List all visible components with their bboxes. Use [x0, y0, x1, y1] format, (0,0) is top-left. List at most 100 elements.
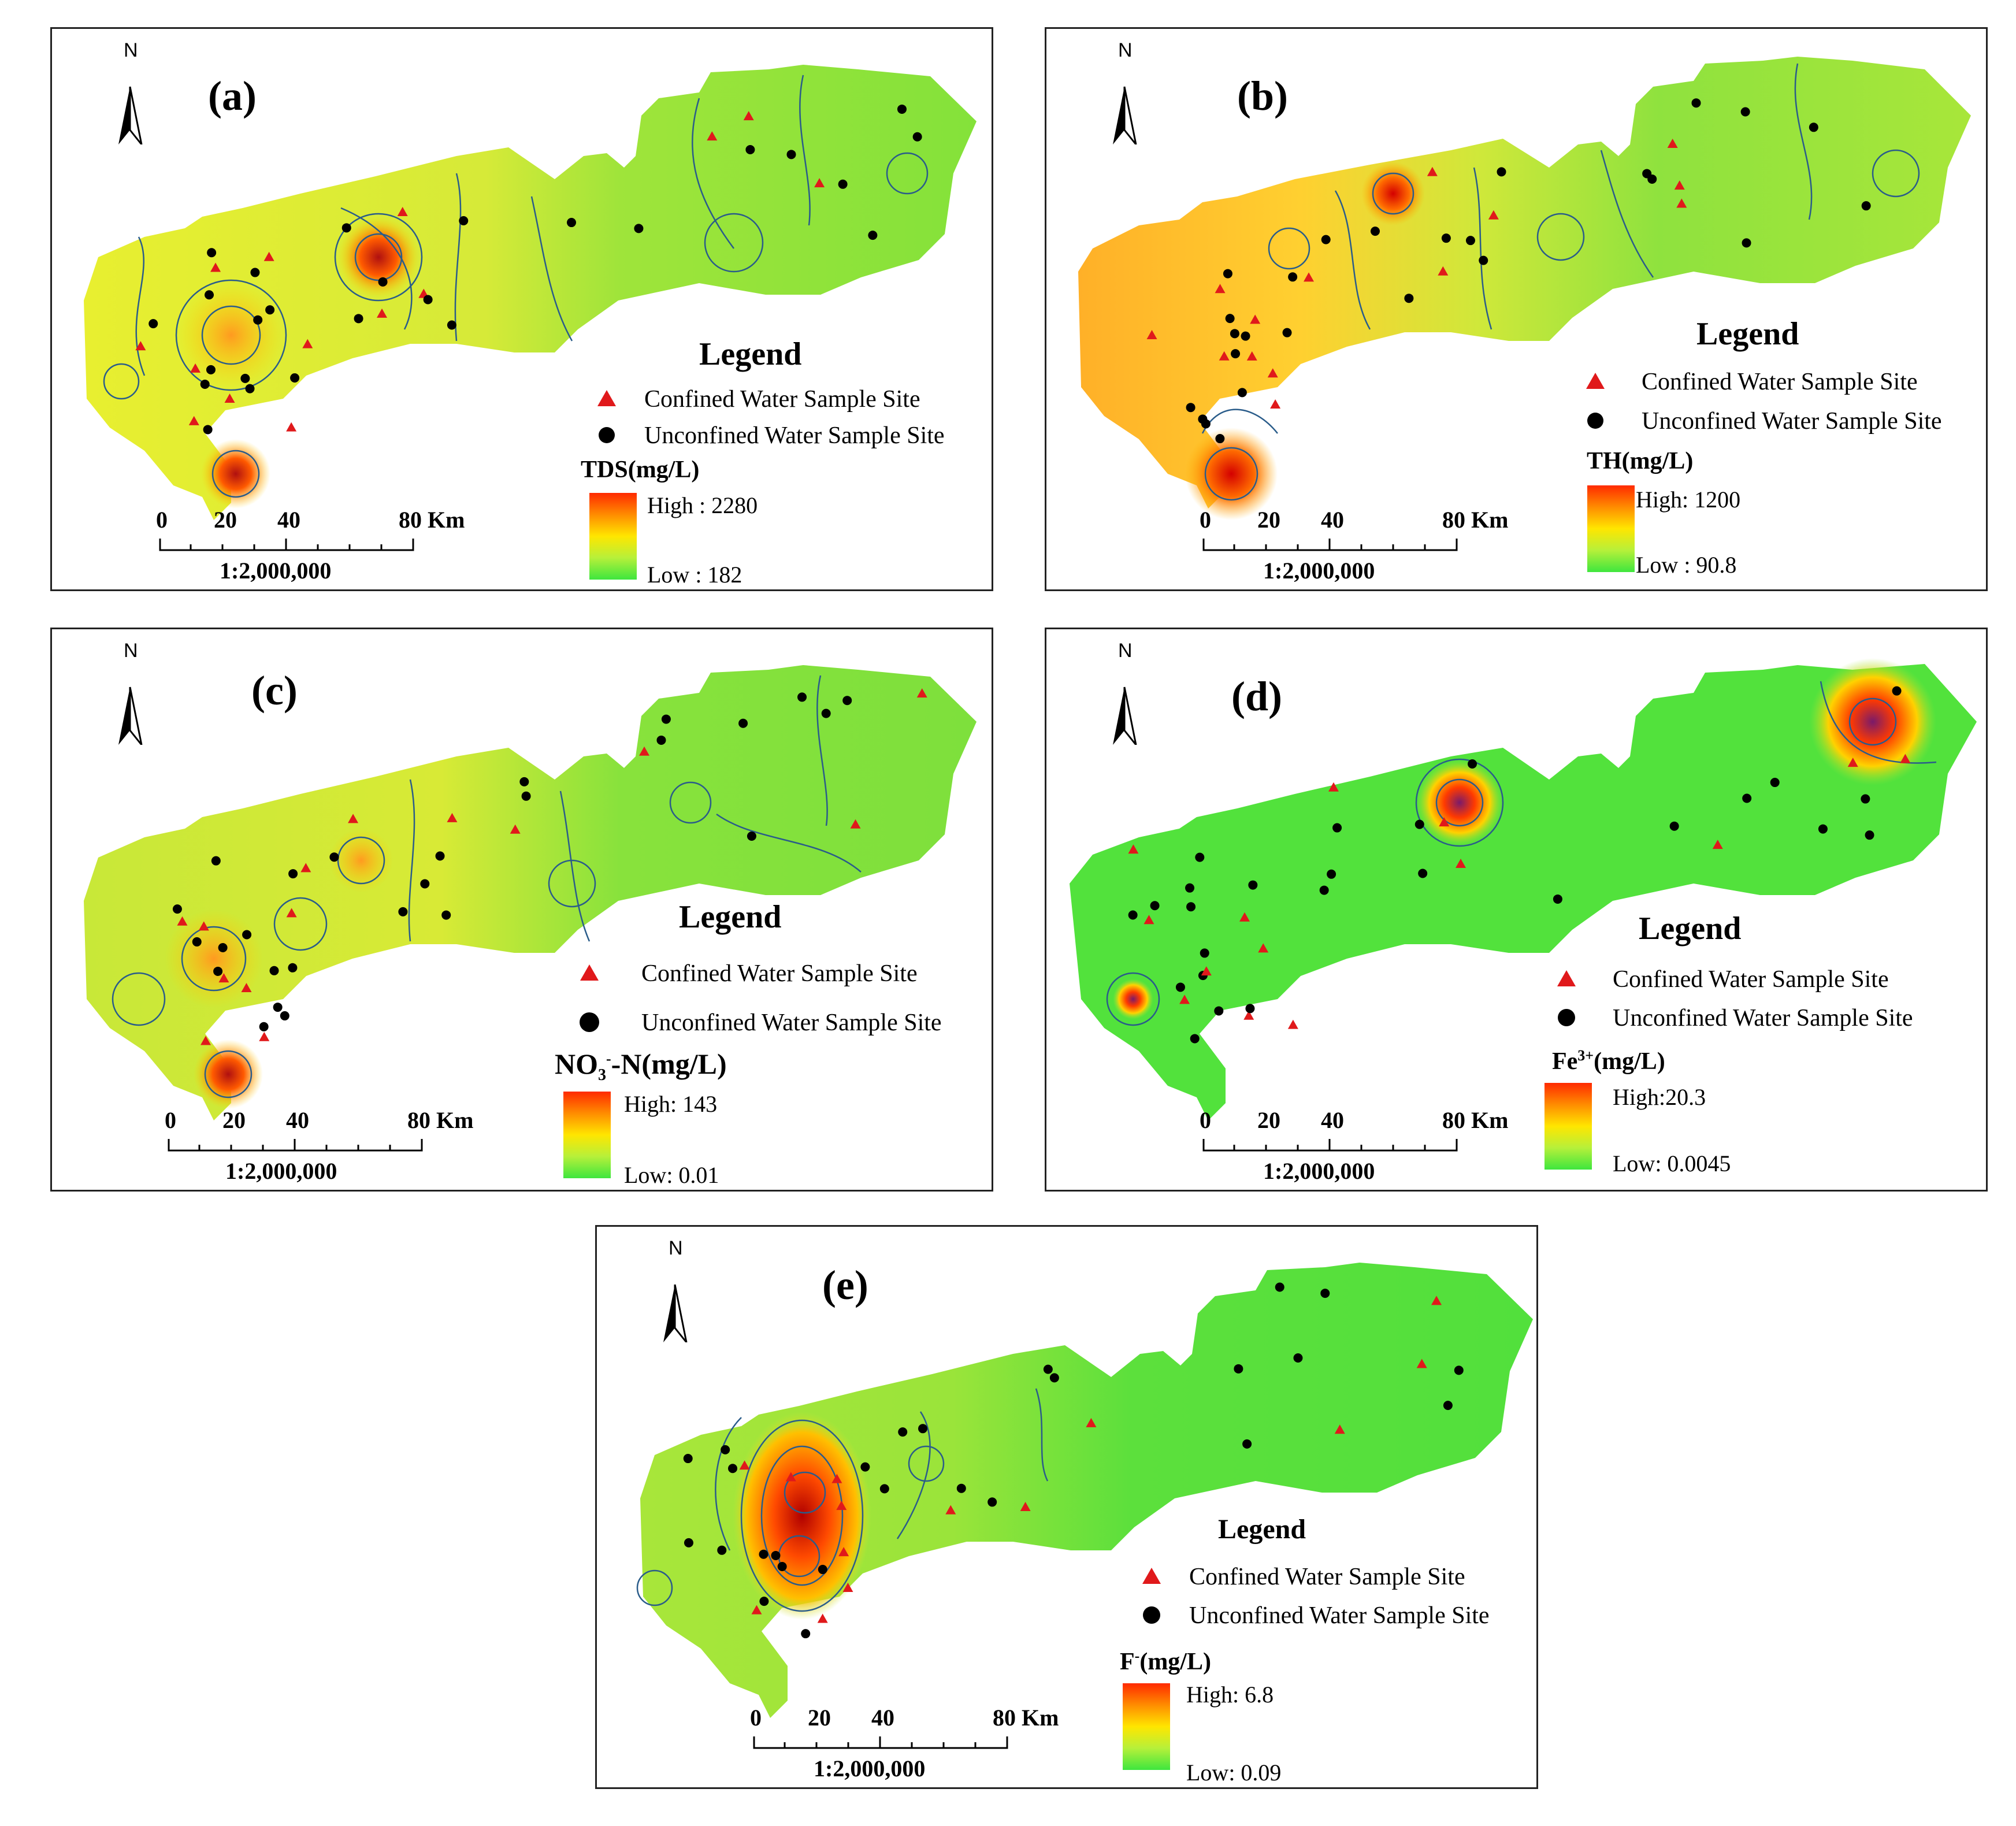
- unconfined-site-marker: [423, 295, 433, 305]
- confined-site-marker: [739, 1460, 750, 1470]
- confined-site-marker: [302, 339, 313, 348]
- confined-site-marker: [263, 251, 274, 261]
- unconfined-site-marker: [1231, 349, 1241, 359]
- unconfined-site-marker: [1468, 759, 1477, 769]
- ramp-high-label: High : 2280: [647, 492, 758, 518]
- unconfined-site-marker: [245, 384, 255, 394]
- confined-site-marker: [1287, 1019, 1298, 1029]
- unconfined-site-marker: [1404, 294, 1414, 303]
- unconfined-site-marker: [656, 735, 666, 745]
- confined-site-marker: [1712, 840, 1723, 849]
- ramp-low-label: Low : 90.8: [1636, 552, 1737, 578]
- unconfined-site-marker: [1200, 948, 1209, 958]
- scale-ratio: 1:2,000,000: [1263, 1158, 1375, 1184]
- unconfined-site-marker: [1150, 901, 1160, 911]
- color-ramp: [1545, 1083, 1592, 1170]
- unconfined-site-marker: [288, 869, 298, 879]
- unconfined-site-marker: [797, 692, 807, 702]
- unconfined-site-marker: [1861, 201, 1871, 211]
- unconfined-site-marker: [213, 966, 223, 976]
- unconfined-site-marker: [253, 315, 263, 325]
- north-label: N: [124, 640, 138, 662]
- unconfined-site-marker: [738, 718, 748, 728]
- unconfined-site-marker: [1742, 793, 1752, 803]
- unconfined-site-marker: [759, 1549, 768, 1559]
- unconfined-site-marker: [290, 373, 300, 383]
- confined-site-marker: [836, 1501, 847, 1510]
- unconfined-site-marker: [269, 966, 279, 975]
- legend-title: Legend: [1696, 316, 1799, 352]
- confined-site-marker: [1427, 166, 1438, 176]
- unconfined-site-marker: [842, 696, 852, 706]
- map-region-d: [1070, 658, 1977, 1120]
- north-arrow-icon: [118, 686, 143, 745]
- north-label: N: [124, 39, 138, 61]
- confined-site-marker: [1128, 844, 1139, 854]
- confined-site-marker: [241, 983, 252, 993]
- unconfined-site-marker: [250, 268, 260, 277]
- confined-site-marker: [842, 1582, 853, 1592]
- unconfined-site-marker: [265, 305, 275, 315]
- unconfined-site-marker: [1892, 686, 1902, 696]
- confined-site-marker: [1243, 1010, 1254, 1020]
- heat-spot: [338, 217, 419, 298]
- confined-site-marker: [201, 1036, 211, 1045]
- confined-site-marker: [1676, 198, 1687, 208]
- unconfined-site-marker: [1691, 98, 1701, 108]
- red-triangle-icon: [1142, 1568, 1161, 1584]
- legend-title: Legend: [699, 336, 802, 372]
- scale-tick: 20: [1257, 507, 1280, 533]
- confined-site-marker: [259, 1031, 270, 1041]
- unconfined-site-marker: [898, 1427, 908, 1437]
- red-triangle-icon: [580, 964, 599, 981]
- scale-tick: 0: [165, 1107, 176, 1133]
- unconfined-site-marker: [634, 224, 644, 233]
- confined-site-marker: [1270, 399, 1281, 409]
- unconfined-site-marker: [1327, 869, 1336, 879]
- legend-title: Legend: [679, 899, 782, 935]
- unconfined-site-marker: [1282, 328, 1292, 337]
- confined-site-marker: [300, 863, 311, 873]
- black-dot-icon: [599, 427, 615, 443]
- unconfined-site-marker: [1441, 233, 1451, 243]
- variable-title: F-(mg/L): [1120, 1647, 1211, 1675]
- confined-site-marker: [1488, 210, 1499, 220]
- legend-title: Legend: [1218, 1514, 1306, 1545]
- confined-site-marker: [1179, 994, 1190, 1004]
- heat-spot: [1416, 759, 1503, 846]
- study-area-shape: [640, 1263, 1533, 1718]
- confined-site-marker: [188, 415, 199, 425]
- unconfined-site-marker: [717, 1545, 727, 1555]
- black-dot-icon: [1558, 1009, 1575, 1026]
- unconfined-site-marker: [987, 1497, 997, 1507]
- unconfined-site-marker: [1043, 1364, 1053, 1374]
- unconfined-site-marker: [1321, 235, 1331, 244]
- unconfined-site-marker: [206, 365, 216, 374]
- scale-ratio: 1:2,000,000: [225, 1158, 337, 1184]
- legend-unconfined-label: Unconfined Water Sample Site: [1613, 1005, 1913, 1031]
- panel-label: (e): [822, 1262, 868, 1308]
- scale-tick: 40: [1321, 507, 1344, 533]
- unconfined-site-marker: [1175, 982, 1185, 992]
- unconfined-site-marker: [354, 314, 363, 324]
- confined-site-marker: [1304, 272, 1315, 282]
- map-panel-a: (a) N Legend Confined Water Sample Site …: [50, 27, 993, 591]
- confined-site-marker: [1674, 180, 1685, 190]
- scale-bar: [1202, 539, 1458, 551]
- confined-site-marker: [286, 908, 297, 918]
- map-panel-c: (c) N Legend Confined Water Sample Site …: [50, 628, 993, 1192]
- heat-spot: [1361, 162, 1425, 225]
- unconfined-site-marker: [1479, 255, 1488, 265]
- unconfined-site-marker: [259, 1022, 269, 1031]
- color-ramp: [1587, 485, 1635, 572]
- unconfined-site-marker: [1443, 1401, 1453, 1411]
- unconfined-site-marker: [1465, 236, 1475, 246]
- confined-site-marker: [1416, 1359, 1427, 1368]
- unconfined-site-marker: [918, 1424, 927, 1434]
- heat-spot: [179, 283, 283, 387]
- confined-site-marker: [1219, 351, 1230, 361]
- heat-spot: [1809, 658, 1936, 785]
- red-triangle-icon: [1557, 970, 1576, 986]
- unconfined-site-marker: [1225, 314, 1235, 324]
- unconfined-site-marker: [273, 1003, 283, 1012]
